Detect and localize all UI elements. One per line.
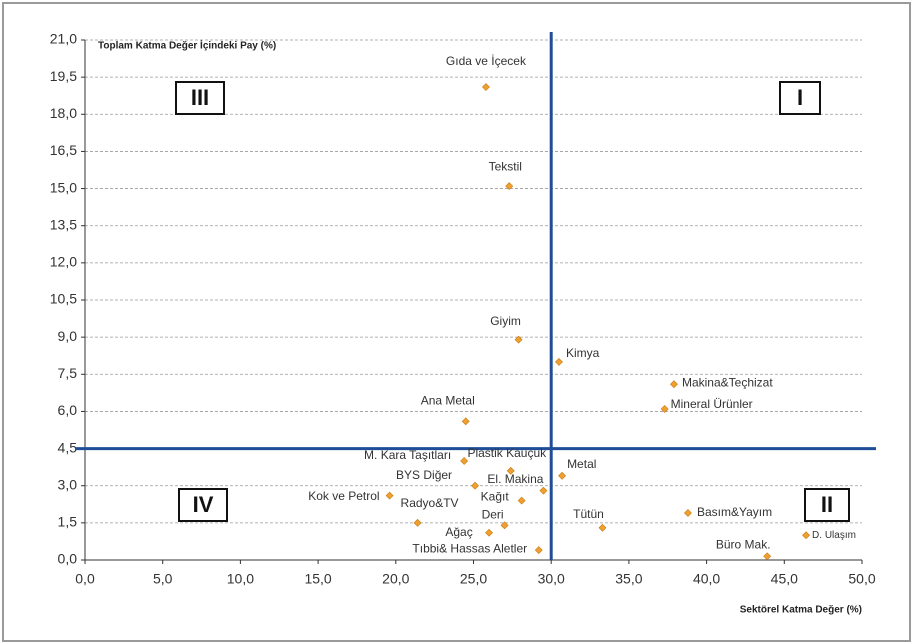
x-tick-label: 15,0: [304, 571, 331, 587]
quadrant-box: [178, 488, 228, 522]
x-tick-label: 20,0: [382, 571, 409, 587]
y-tick-label: 9,0: [58, 328, 78, 344]
point: [505, 182, 514, 191]
point-label: Kok ve Petrol: [308, 489, 379, 503]
point-label: Gıda ve İçecek: [446, 54, 527, 68]
point: [500, 521, 509, 530]
y-tick-label: 16,5: [50, 142, 77, 158]
x-tick-label: 25,0: [460, 571, 487, 587]
y-tick-label: 7,5: [58, 365, 78, 381]
point: [413, 518, 422, 527]
x-tick-label: 35,0: [615, 571, 642, 587]
y-tick-label: 0,0: [58, 551, 78, 567]
y-tick-label: 15,0: [50, 179, 77, 195]
point: [763, 552, 772, 561]
point-label: BYS Diğer: [396, 468, 452, 482]
y-tick-label: 4,5: [58, 439, 78, 455]
y-tick-label: 10,5: [50, 291, 77, 307]
point-label: D. Ulaşım: [812, 530, 856, 541]
y-tick-label: 13,5: [50, 216, 77, 232]
quadrant-box: [779, 81, 821, 115]
quadrant-label: I: [797, 85, 803, 110]
point-label: Makina&Teçhizat: [682, 375, 773, 389]
point: [534, 546, 543, 555]
point: [555, 357, 563, 366]
point-label: Ana Metal: [421, 394, 475, 408]
point-label: Ağaç: [445, 525, 472, 539]
point-label: Tekstil: [489, 159, 522, 173]
quadrant-label: IV: [193, 492, 214, 517]
point: [506, 466, 515, 475]
point: [385, 491, 394, 500]
point-label: Büro Mak.: [716, 537, 771, 551]
y-tick-label: 18,0: [50, 105, 77, 121]
point-label: Tütün: [573, 507, 604, 521]
y-tick-label: 19,5: [50, 68, 77, 84]
x-tick-label: 40,0: [693, 571, 720, 587]
point: [461, 417, 470, 426]
point: [684, 509, 692, 517]
point: [471, 481, 479, 490]
y-axis-title: Toplam Katma Değer İçindeki Pay (%): [98, 39, 276, 52]
point-label: M. Kara Taşıtları: [364, 448, 451, 462]
quadrant-box: [804, 488, 850, 522]
point-label: El. Makina: [487, 472, 543, 486]
point-label: Giyim: [490, 314, 521, 328]
point-label: Tıbbi& Hassas Aletler: [412, 541, 527, 555]
point-label: Metal: [567, 457, 596, 471]
point-label: Kağıt: [481, 490, 510, 504]
point-label: Kimya: [566, 346, 600, 360]
point-label: Basım&Yayım: [697, 505, 772, 519]
quadrant-label: III: [191, 85, 209, 110]
quadrant-label: II: [821, 492, 833, 517]
point-label: Mineral Ürünler: [671, 397, 753, 411]
y-tick-label: 6,0: [58, 402, 78, 418]
point: [485, 528, 493, 537]
point: [802, 531, 810, 540]
point-label: Plastik Kauçuk: [467, 446, 547, 460]
x-tick-label: 10,0: [227, 571, 254, 587]
point: [460, 457, 469, 465]
x-axis-title: Sektörel Katma Değer (%): [740, 605, 862, 616]
point: [558, 471, 567, 480]
x-tick-label: 30,0: [538, 571, 565, 587]
x-tick-label: 45,0: [771, 571, 798, 587]
point: [482, 83, 490, 91]
point: [517, 496, 526, 505]
x-tick-label: 5,0: [153, 571, 173, 587]
y-tick-label: 21,0: [50, 31, 77, 47]
point: [514, 335, 523, 344]
point-label: Radyo&TV: [401, 496, 459, 510]
y-tick-label: 12,0: [50, 254, 77, 270]
point: [539, 486, 548, 495]
y-tick-label: 1,5: [58, 514, 78, 530]
x-tick-label: 0,0: [75, 571, 95, 587]
x-tick-label: 50,0: [848, 571, 875, 587]
point-label: Deri: [482, 508, 504, 522]
point: [660, 405, 669, 413]
point: [598, 523, 607, 532]
point: [670, 380, 678, 389]
quadrant-box: [175, 81, 225, 115]
y-tick-label: 3,0: [58, 476, 78, 492]
